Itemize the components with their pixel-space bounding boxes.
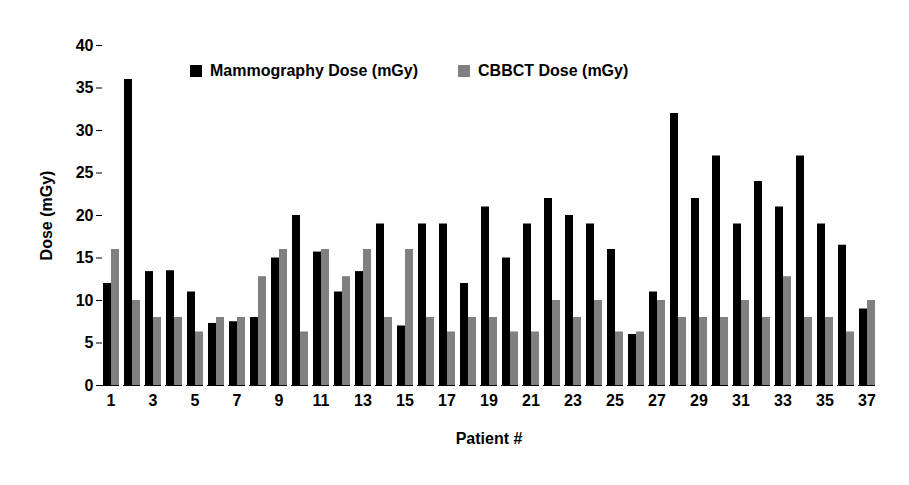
svg-text:7: 7 <box>233 392 242 409</box>
svg-text:29: 29 <box>690 392 708 409</box>
svg-text:40: 40 <box>76 37 94 54</box>
svg-text:5: 5 <box>191 392 200 409</box>
svg-text:37: 37 <box>858 392 876 409</box>
svg-text:35: 35 <box>76 79 94 96</box>
svg-text:17: 17 <box>438 392 456 409</box>
svg-text:25: 25 <box>606 392 624 409</box>
svg-text:20: 20 <box>76 207 94 224</box>
svg-text:33: 33 <box>774 392 792 409</box>
html-text:CBBCT Dose (mGy): CBBCT Dose (mGy) <box>478 62 629 79</box>
svg-text:15: 15 <box>396 392 414 409</box>
svg-text:10: 10 <box>76 292 94 309</box>
svg-text:23: 23 <box>564 392 582 409</box>
svg-text:35: 35 <box>816 392 834 409</box>
svg-text:3: 3 <box>149 392 158 409</box>
html-text:Mammography Dose (mGy): Mammography Dose (mGy) <box>210 62 418 79</box>
svg-text:1: 1 <box>107 392 116 409</box>
svg-text:Dose (mGy): Dose (mGy) <box>38 171 55 261</box>
svg-text:27: 27 <box>648 392 666 409</box>
svg-text:25: 25 <box>76 164 94 181</box>
svg-text:30: 30 <box>76 122 94 139</box>
svg-text:21: 21 <box>522 392 540 409</box>
svg-text:11: 11 <box>313 392 330 409</box>
svg-text:31: 31 <box>732 392 750 409</box>
svg-text:19: 19 <box>480 392 498 409</box>
svg-text:0: 0 <box>85 377 94 394</box>
svg-text:5: 5 <box>85 334 94 351</box>
svg-text:Patient #: Patient # <box>456 430 523 447</box>
svg-text:13: 13 <box>354 392 372 409</box>
svg-text:9: 9 <box>275 392 284 409</box>
svg-text:15: 15 <box>76 249 94 266</box>
